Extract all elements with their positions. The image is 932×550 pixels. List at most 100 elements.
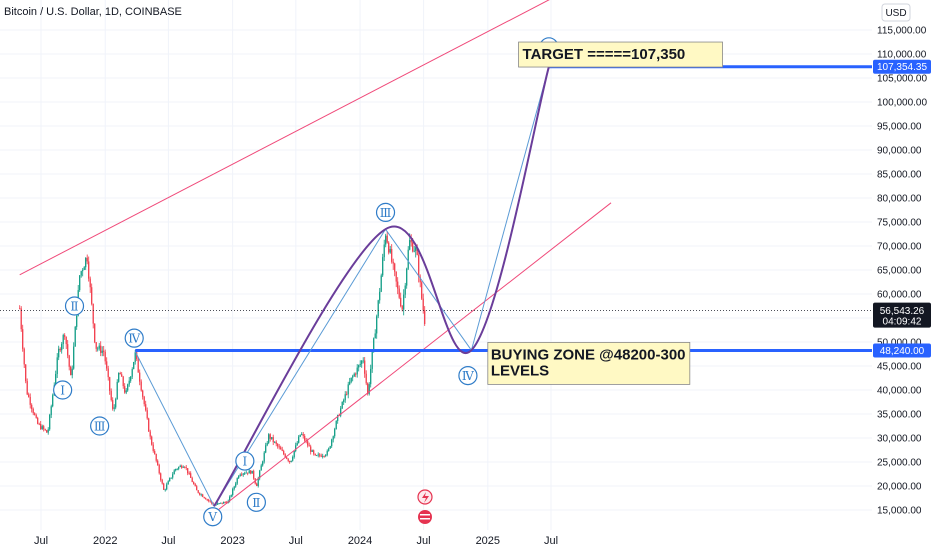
candle [40,423,42,430]
candle [68,355,70,367]
currency-button[interactable] [881,3,911,22]
candle [269,434,271,439]
candle [403,294,405,310]
candle [367,383,369,394]
y-tick-label: 15,000.00 [877,506,922,517]
wave-label-text: Ⅰ [60,384,65,398]
wave-label-text: Ⅳ [128,332,141,346]
y-tick-label: 25,000.00 [877,458,922,469]
y-tick-label: 45,000.00 [877,362,922,373]
wave-label[interactable]: Ⅲ [90,416,110,436]
candle [74,326,76,347]
candle [62,335,64,345]
wave-label[interactable]: Ⅱ [64,296,85,316]
candle [146,410,148,419]
wave-polyline[interactable] [134,66,550,508]
candle [70,366,72,376]
candle [98,345,100,349]
candle [145,404,147,411]
candle [364,360,366,374]
annotations: TARGET =====107,350 BUYING ZONE @48200-30… [487,41,723,385]
wave-label-circle [124,328,144,348]
target-note-box[interactable] [518,41,723,68]
candle [301,434,303,435]
x-tick-label: Jul [34,535,48,547]
candle [91,287,93,304]
wave-label[interactable]: Ⅳ [124,328,144,348]
candle [140,381,142,391]
candle [149,431,151,437]
candle [392,261,394,264]
candle [340,408,342,416]
candle [52,395,54,407]
candle [242,473,244,475]
candle [413,250,415,252]
candle [349,381,351,385]
candle [79,275,81,291]
candle [277,443,279,447]
wave-label[interactable]: Ⅱ [246,492,266,512]
candle [206,499,208,501]
candle [61,344,63,351]
candle [166,484,168,490]
candle [412,242,414,252]
candle [187,468,189,474]
wave-label[interactable]: Ⅳ [458,366,478,386]
candle [343,400,345,402]
candle [259,470,261,479]
candle [404,285,406,295]
candle [176,468,178,470]
candle [143,396,145,405]
candle [224,502,226,503]
wave-label[interactable]: Ⅰ [53,380,73,400]
buying-zone-note-box[interactable] [487,341,691,385]
price-candles [19,231,426,506]
y-tick-label: 60,000.00 [877,290,922,301]
candle [373,338,375,353]
projection-curve[interactable] [213,66,550,507]
candle [220,502,222,504]
candle [94,323,96,343]
candle [170,477,172,479]
candle [130,376,132,381]
target-note-text: TARGET =====107,350 [523,46,686,63]
candle [205,498,207,500]
candle [377,300,379,317]
candle [371,352,373,369]
wave-label-text: Ⅳ [462,369,475,383]
wave-label-circle [53,380,73,400]
candle [104,351,106,362]
wave-path [134,66,550,508]
us-flag-event-icon[interactable] [418,510,432,524]
wave-label[interactable]: Ⅴ [203,507,223,527]
wave-label-text: Ⅲ [94,420,106,434]
candle [169,478,171,482]
candle [38,423,40,425]
candle [416,247,418,255]
candle [71,368,73,376]
candle [424,310,426,325]
candle [262,461,264,466]
candle [100,345,102,353]
wave-label-text: Ⅱ [252,496,260,510]
candle [115,399,117,408]
candle [137,359,139,373]
candle [134,352,136,362]
channel-line[interactable] [217,202,612,511]
y-tick-label: 40,000.00 [877,386,922,397]
candle [25,364,27,382]
horizontal-levels [0,65,872,352]
candle [155,453,157,461]
candle [50,406,52,415]
channel-line[interactable] [19,0,611,276]
candle [239,474,241,477]
candle [172,474,174,478]
wave-label[interactable]: Ⅰ [235,451,255,471]
candle [415,247,417,251]
candle [298,436,300,443]
y-tick-label: 50,000.00 [877,338,922,349]
candle [101,350,103,353]
wave-label[interactable]: Ⅲ [375,202,396,222]
